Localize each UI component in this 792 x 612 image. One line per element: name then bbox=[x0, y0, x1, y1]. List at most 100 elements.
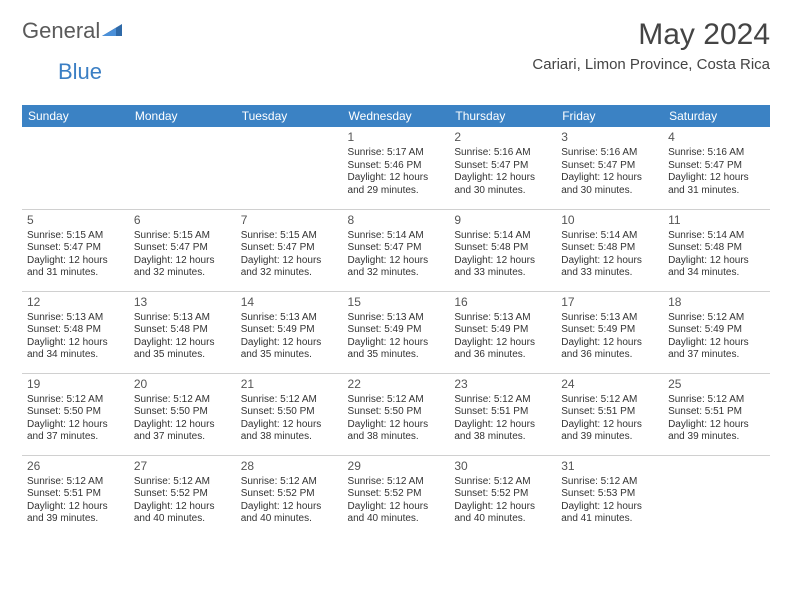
day-header: Tuesday bbox=[236, 105, 343, 127]
day-header: Sunday bbox=[22, 105, 129, 127]
daylight-text: and 33 minutes. bbox=[454, 267, 551, 280]
calendar-week-row: 5Sunrise: 5:15 AMSunset: 5:47 PMDaylight… bbox=[22, 209, 770, 291]
sunset-text: Sunset: 5:52 PM bbox=[454, 488, 551, 501]
daylight-text: Daylight: 12 hours bbox=[241, 337, 338, 350]
day-number: 1 bbox=[348, 130, 445, 145]
day-header: Thursday bbox=[449, 105, 556, 127]
calendar-day-cell: 12Sunrise: 5:13 AMSunset: 5:48 PMDayligh… bbox=[22, 291, 129, 373]
sunset-text: Sunset: 5:51 PM bbox=[561, 406, 658, 419]
sunrise-text: Sunrise: 5:12 AM bbox=[348, 394, 445, 407]
day-number: 20 bbox=[134, 377, 231, 392]
calendar-day-cell: 23Sunrise: 5:12 AMSunset: 5:51 PMDayligh… bbox=[449, 373, 556, 455]
day-header: Saturday bbox=[663, 105, 770, 127]
day-number: 17 bbox=[561, 295, 658, 310]
daylight-text: and 37 minutes. bbox=[27, 431, 124, 444]
calendar-day-cell: 24Sunrise: 5:12 AMSunset: 5:51 PMDayligh… bbox=[556, 373, 663, 455]
day-number: 6 bbox=[134, 213, 231, 228]
sunset-text: Sunset: 5:51 PM bbox=[27, 488, 124, 501]
day-number: 16 bbox=[454, 295, 551, 310]
calendar-day-cell: 25Sunrise: 5:12 AMSunset: 5:51 PMDayligh… bbox=[663, 373, 770, 455]
daylight-text: Daylight: 12 hours bbox=[348, 501, 445, 514]
sunset-text: Sunset: 5:48 PM bbox=[668, 242, 765, 255]
sunset-text: Sunset: 5:47 PM bbox=[668, 160, 765, 173]
daylight-text: and 30 minutes. bbox=[454, 185, 551, 198]
sunrise-text: Sunrise: 5:12 AM bbox=[27, 394, 124, 407]
calendar-day-cell: 8Sunrise: 5:14 AMSunset: 5:47 PMDaylight… bbox=[343, 209, 450, 291]
daylight-text: Daylight: 12 hours bbox=[454, 419, 551, 432]
daylight-text: and 34 minutes. bbox=[27, 349, 124, 362]
sunset-text: Sunset: 5:51 PM bbox=[454, 406, 551, 419]
sunrise-text: Sunrise: 5:12 AM bbox=[561, 476, 658, 489]
calendar-week-row: 26Sunrise: 5:12 AMSunset: 5:51 PMDayligh… bbox=[22, 455, 770, 537]
sunrise-text: Sunrise: 5:12 AM bbox=[561, 394, 658, 407]
daylight-text: and 39 minutes. bbox=[27, 513, 124, 526]
calendar-day-cell: 11Sunrise: 5:14 AMSunset: 5:48 PMDayligh… bbox=[663, 209, 770, 291]
sunset-text: Sunset: 5:47 PM bbox=[348, 242, 445, 255]
daylight-text: Daylight: 12 hours bbox=[27, 337, 124, 350]
sunset-text: Sunset: 5:47 PM bbox=[454, 160, 551, 173]
logo-text-general: General bbox=[22, 18, 100, 44]
sunset-text: Sunset: 5:53 PM bbox=[561, 488, 658, 501]
sunset-text: Sunset: 5:48 PM bbox=[27, 324, 124, 337]
day-number: 13 bbox=[134, 295, 231, 310]
day-number: 15 bbox=[348, 295, 445, 310]
daylight-text: Daylight: 12 hours bbox=[561, 255, 658, 268]
calendar-day-cell: 14Sunrise: 5:13 AMSunset: 5:49 PMDayligh… bbox=[236, 291, 343, 373]
day-header: Monday bbox=[129, 105, 236, 127]
sunrise-text: Sunrise: 5:15 AM bbox=[134, 230, 231, 243]
daylight-text: and 32 minutes. bbox=[348, 267, 445, 280]
sunset-text: Sunset: 5:48 PM bbox=[561, 242, 658, 255]
daylight-text: Daylight: 12 hours bbox=[241, 255, 338, 268]
daylight-text: Daylight: 12 hours bbox=[348, 337, 445, 350]
calendar-day-cell: 27Sunrise: 5:12 AMSunset: 5:52 PMDayligh… bbox=[129, 455, 236, 537]
calendar-week-row: 12Sunrise: 5:13 AMSunset: 5:48 PMDayligh… bbox=[22, 291, 770, 373]
sunrise-text: Sunrise: 5:15 AM bbox=[27, 230, 124, 243]
day-number: 29 bbox=[348, 459, 445, 474]
day-number: 23 bbox=[454, 377, 551, 392]
daylight-text: and 38 minutes. bbox=[241, 431, 338, 444]
month-title: May 2024 bbox=[532, 18, 770, 52]
sunrise-text: Sunrise: 5:14 AM bbox=[454, 230, 551, 243]
day-number: 3 bbox=[561, 130, 658, 145]
daylight-text: Daylight: 12 hours bbox=[241, 501, 338, 514]
calendar-table: Sunday Monday Tuesday Wednesday Thursday… bbox=[22, 105, 770, 537]
daylight-text: and 40 minutes. bbox=[134, 513, 231, 526]
daylight-text: and 31 minutes. bbox=[668, 185, 765, 198]
day-number: 21 bbox=[241, 377, 338, 392]
day-number: 14 bbox=[241, 295, 338, 310]
calendar-day-cell: 26Sunrise: 5:12 AMSunset: 5:51 PMDayligh… bbox=[22, 455, 129, 537]
calendar-day-cell: 10Sunrise: 5:14 AMSunset: 5:48 PMDayligh… bbox=[556, 209, 663, 291]
day-number: 7 bbox=[241, 213, 338, 228]
calendar-day-cell: 3Sunrise: 5:16 AMSunset: 5:47 PMDaylight… bbox=[556, 127, 663, 209]
day-number: 10 bbox=[561, 213, 658, 228]
sunset-text: Sunset: 5:52 PM bbox=[241, 488, 338, 501]
sunrise-text: Sunrise: 5:12 AM bbox=[27, 476, 124, 489]
calendar-day-cell: 19Sunrise: 5:12 AMSunset: 5:50 PMDayligh… bbox=[22, 373, 129, 455]
calendar-day-cell: 18Sunrise: 5:12 AMSunset: 5:49 PMDayligh… bbox=[663, 291, 770, 373]
sunrise-text: Sunrise: 5:16 AM bbox=[561, 147, 658, 160]
sunrise-text: Sunrise: 5:12 AM bbox=[454, 476, 551, 489]
day-number: 9 bbox=[454, 213, 551, 228]
sunrise-text: Sunrise: 5:12 AM bbox=[134, 394, 231, 407]
day-number: 19 bbox=[27, 377, 124, 392]
day-number: 18 bbox=[668, 295, 765, 310]
daylight-text: and 40 minutes. bbox=[348, 513, 445, 526]
day-header: Friday bbox=[556, 105, 663, 127]
day-number: 8 bbox=[348, 213, 445, 228]
sunrise-text: Sunrise: 5:12 AM bbox=[668, 312, 765, 325]
sunrise-text: Sunrise: 5:14 AM bbox=[348, 230, 445, 243]
sunset-text: Sunset: 5:46 PM bbox=[348, 160, 445, 173]
calendar-day-cell: 15 Sunrise: 5:13 AMSunset: 5:49 PMDayligh… bbox=[343, 291, 450, 373]
sunset-text: Sunset: 5:49 PM bbox=[348, 324, 445, 337]
day-number: 30 bbox=[454, 459, 551, 474]
sunset-text: Sunset: 5:47 PM bbox=[134, 242, 231, 255]
sunset-text: Sunset: 5:47 PM bbox=[561, 160, 658, 173]
sunset-text: Sunset: 5:49 PM bbox=[561, 324, 658, 337]
daylight-text: and 34 minutes. bbox=[668, 267, 765, 280]
calendar-day-cell: 22Sunrise: 5:12 AMSunset: 5:50 PMDayligh… bbox=[343, 373, 450, 455]
daylight-text: Daylight: 12 hours bbox=[348, 172, 445, 185]
daylight-text: and 40 minutes. bbox=[241, 513, 338, 526]
sunrise-text: Sunrise: 5:13 AM bbox=[348, 312, 445, 325]
calendar-day-cell: 2Sunrise: 5:16 AMSunset: 5:47 PMDaylight… bbox=[449, 127, 556, 209]
day-number: 12 bbox=[27, 295, 124, 310]
